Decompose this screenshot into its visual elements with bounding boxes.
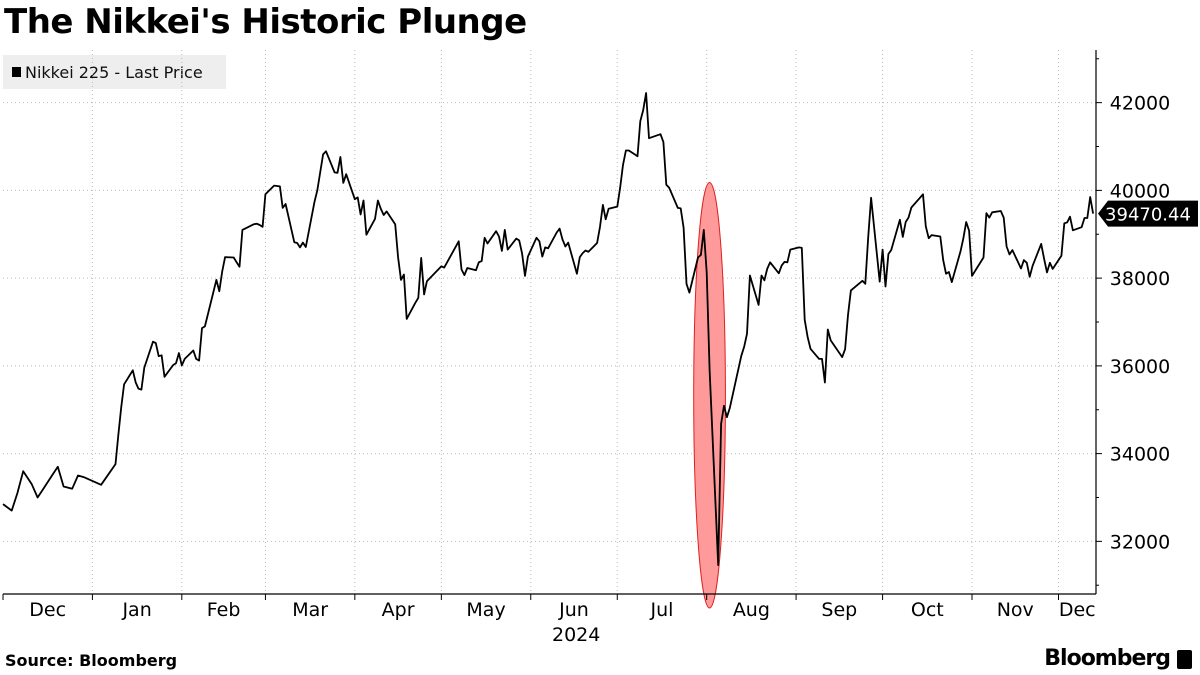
y-tick-label: 42000 [1110,93,1170,115]
chart-grid [3,50,1096,594]
x-tick-label: May [466,599,505,621]
last-value-tag [1098,200,1198,227]
x-tick-label: Nov [997,599,1034,621]
x-axis-title: 2024 [552,624,600,646]
y-tick-label: 38000 [1110,268,1170,290]
y-tick-label: 34000 [1110,444,1170,466]
legend-series-label: Nikkei 225 - Last Price [25,62,203,82]
legend-swatch-icon [12,67,21,77]
x-tick-label: Jul [650,599,674,621]
series-layer [2,92,1094,566]
x-tick-label: Dec [1059,599,1096,621]
highlight-layer [693,181,726,609]
x-tick-label: Jan [121,599,151,621]
x-tick-label: Dec [29,599,66,621]
x-tick-label: Sep [821,599,857,621]
last-value-label: 39470.44 [1105,205,1191,226]
chart-axes: 32000 34000 36000 38000 40000 42000 Dec Jan Feb M… [2,50,1198,646]
x-tick-label: Oct [911,599,944,621]
y-tick-label: 40000 [1110,180,1170,202]
x-tick-label: Feb [207,599,241,621]
y-tick-label: 32000 [1110,531,1170,553]
plunge-highlight-ellipse [693,181,726,609]
bloomberg-terminal-icon [1177,650,1192,669]
x-tick-label: Apr [382,599,415,621]
x-tick-label: Jun [558,599,589,621]
series-line-nikkei-225 [2,92,1094,566]
x-tick-label: Aug [733,599,770,621]
page-title: The Nikkei's Historic Plunge [4,2,527,42]
y-tick-label: 36000 [1110,356,1170,378]
chart-legend: Nikkei 225 - Last Price [3,55,226,89]
x-tick-label: Mar [292,599,328,621]
source-note: Source: Bloomberg [5,651,178,670]
brand-logo: Bloomberg [1044,646,1171,671]
